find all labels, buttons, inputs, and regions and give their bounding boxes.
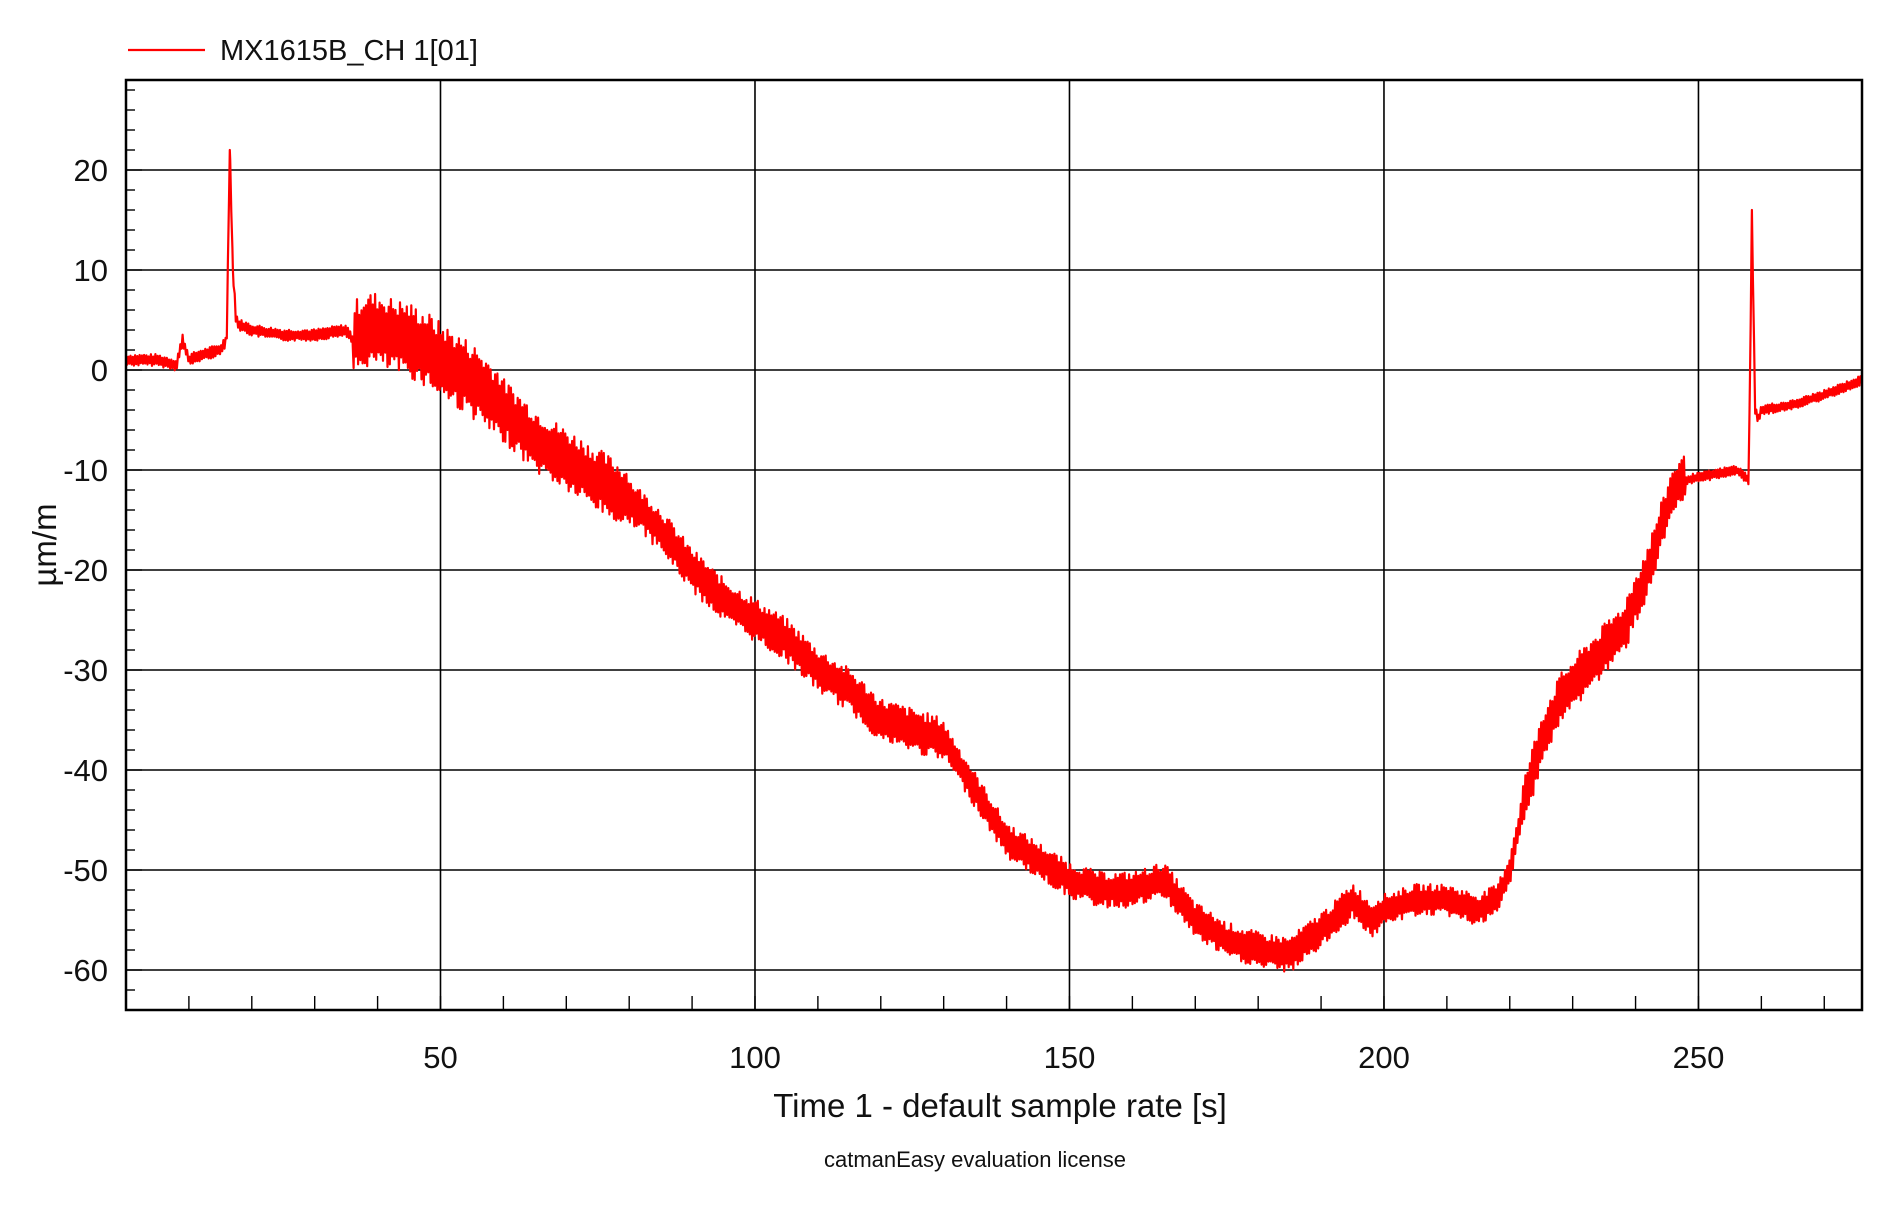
y-axis-title: µm/m [26,503,63,586]
series-line-mx1615b-ch1 [124,148,1863,973]
x-tick-label: 50 [423,1040,457,1075]
y-tick-label: -40 [63,753,108,788]
y-tick-labels: 20 10 0 -10 -20 -30 -40 -50 -60 [63,153,108,988]
plot-frame [124,78,1864,1012]
x-tick-label: 200 [1358,1040,1410,1075]
data-layer [124,148,1863,973]
evaluation-license-note: catmanEasy evaluation license [824,1147,1126,1172]
y-tick-label: -60 [63,953,108,988]
y-tick-label: 10 [74,253,108,288]
minor-ticks [126,89,1825,1010]
y-tick-label: -10 [63,453,108,488]
x-tick-label: 250 [1673,1040,1725,1075]
legend-label: MX1615B_CH 1[01] [220,35,478,67]
legend: MX1615B_CH 1[01] [128,35,478,67]
x-tick-label: 150 [1044,1040,1096,1075]
x-tick-labels: 50 100 150 200 250 [423,1040,1724,1075]
y-tick-label: 20 [74,153,108,188]
y-tick-label: -30 [63,653,108,688]
y-tick-label: -50 [63,853,108,888]
y-tick-label: 0 [91,353,108,388]
x-axis-title: Time 1 - default sample rate [s] [773,1087,1227,1124]
grid-lines [126,80,1862,1010]
y-tick-label: -20 [63,553,108,588]
x-tick-label: 100 [729,1040,781,1075]
